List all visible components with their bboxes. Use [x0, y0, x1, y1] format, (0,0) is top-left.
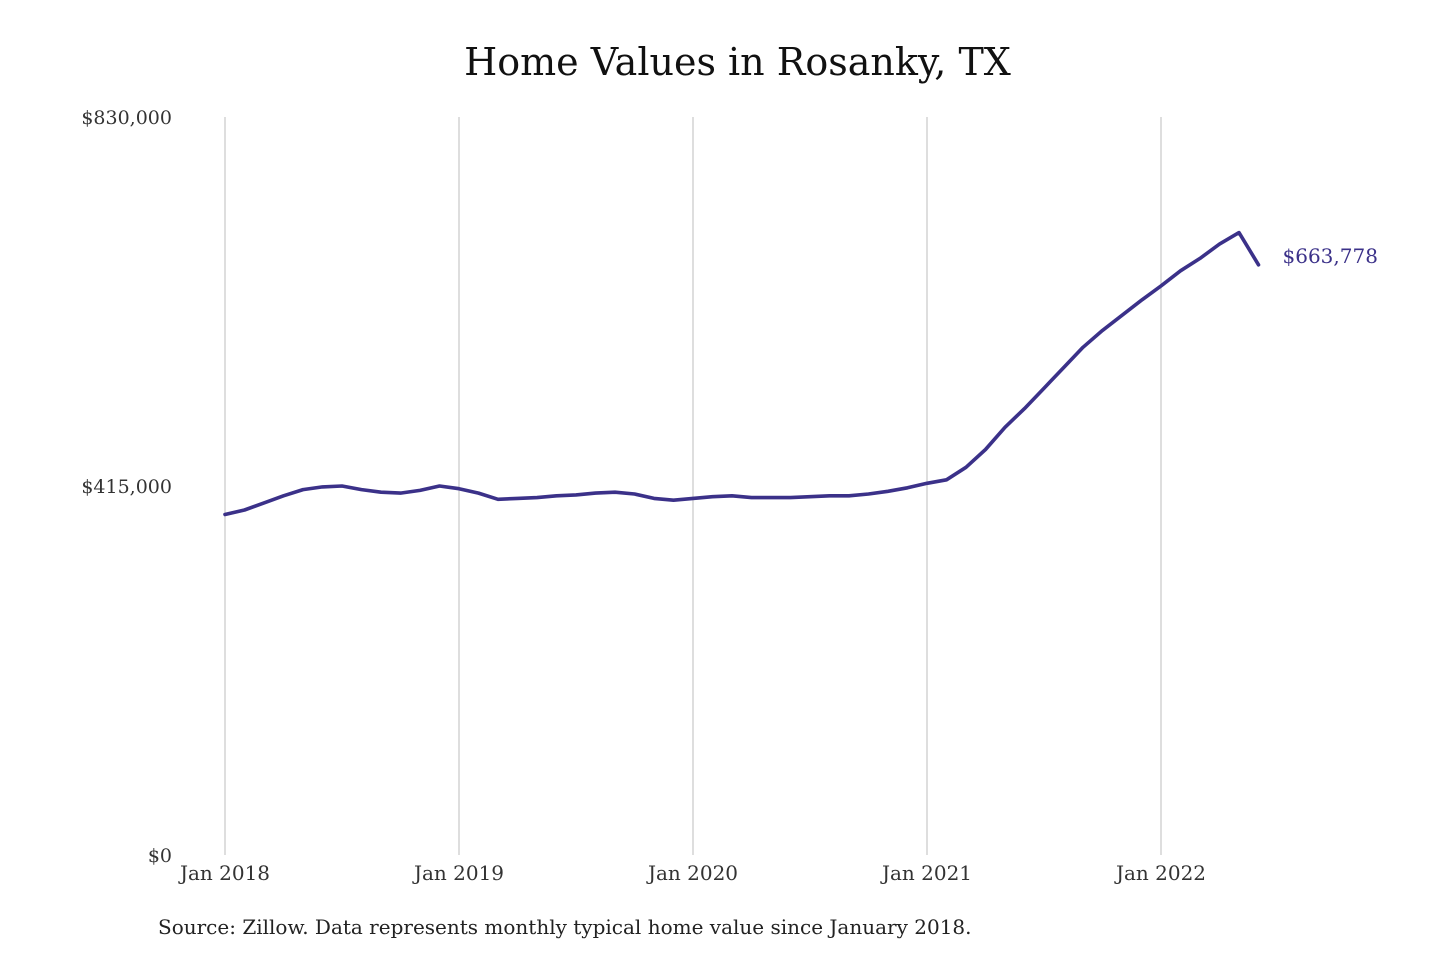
series-layer — [223, 230, 1261, 517]
y-axis-ticks: $0 $415,000 $830,000 — [81, 107, 172, 867]
x-tick-label-3: Jan 2021 — [880, 861, 972, 885]
source-note: Source: Zillow. Data represents monthly … — [158, 915, 972, 939]
x-tick-label-0: Jan 2018 — [178, 861, 270, 885]
grid-lines — [224, 117, 1162, 855]
x-axis-ticks: Jan 2018 Jan 2019 Jan 2020 Jan 2021 Jan 2022 — [178, 861, 1206, 885]
chart-title: Home Values in Rosanky, TX — [464, 40, 1011, 84]
end-value-label: $663,778 — [1283, 244, 1378, 268]
x-tick-label-4: Jan 2022 — [1114, 861, 1206, 885]
y-tick-label-1: $415,000 — [81, 476, 172, 498]
x-tick-label-1: Jan 2019 — [412, 861, 504, 885]
x-tick-label-2: Jan 2020 — [646, 861, 738, 885]
y-tick-label-0: $0 — [148, 845, 172, 867]
series-line-0 — [223, 230, 1261, 517]
end-label-layer: $663,778 — [1283, 244, 1378, 268]
y-tick-label-2: $830,000 — [81, 107, 172, 129]
